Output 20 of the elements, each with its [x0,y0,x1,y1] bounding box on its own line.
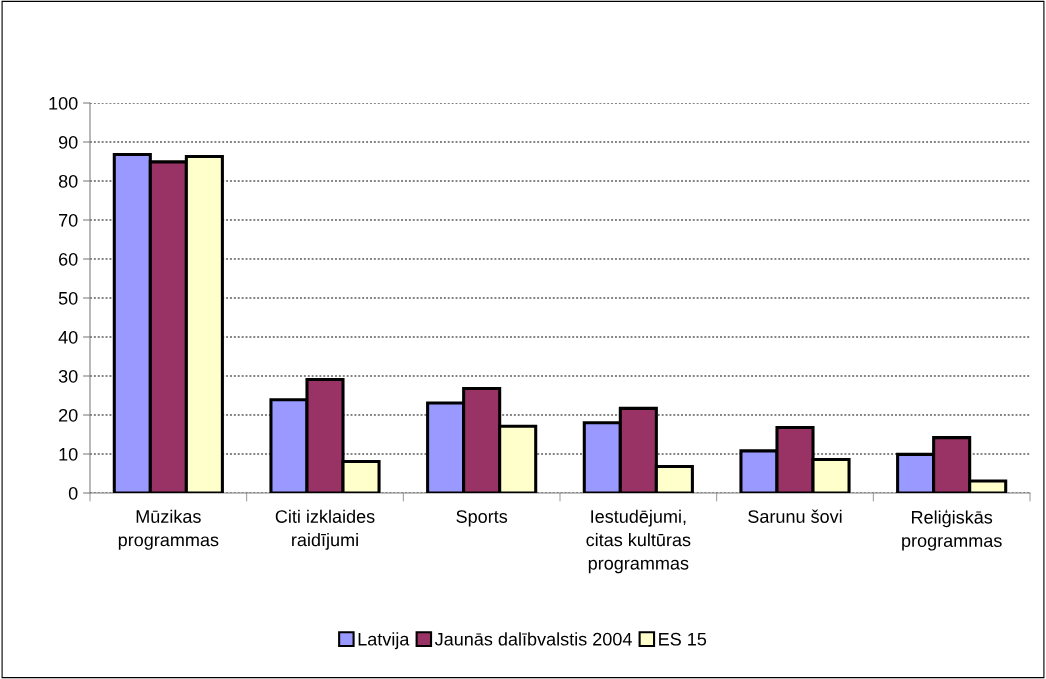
legend-label: Jaunās dalībvalstis 2004 [434,632,632,646]
y-tick-label: 70 [59,213,78,227]
y-tick-label: 20 [59,408,78,422]
y-tick-label: 40 [58,330,78,344]
x-tick-label: Mūzikas programmas [118,509,219,550]
legend-label: ES 15 [659,632,707,646]
y-tick-label: 90 [58,135,78,149]
y-tick-label: 30 [58,369,78,383]
x-tick-label: Citi izklaides raidījumi [275,509,375,550]
y-tick-label: 100 [49,96,78,110]
y-tick-label: 10 [59,447,78,461]
x-tick-label: Sarunu šovi [748,509,842,523]
x-tick-label: Iestudējumi, citas kultūras programmas [586,509,691,574]
legend-label: Latvija [358,632,410,650]
y-tick-label: 0 [68,486,78,500]
y-tick-label: 50 [58,291,78,305]
x-tick-label: Reliģiskās programmas [902,509,1002,551]
y-tick-label: 80 [58,174,78,188]
y-tick-label: 60 [59,252,78,266]
x-tick-label: Sports [456,510,508,527]
